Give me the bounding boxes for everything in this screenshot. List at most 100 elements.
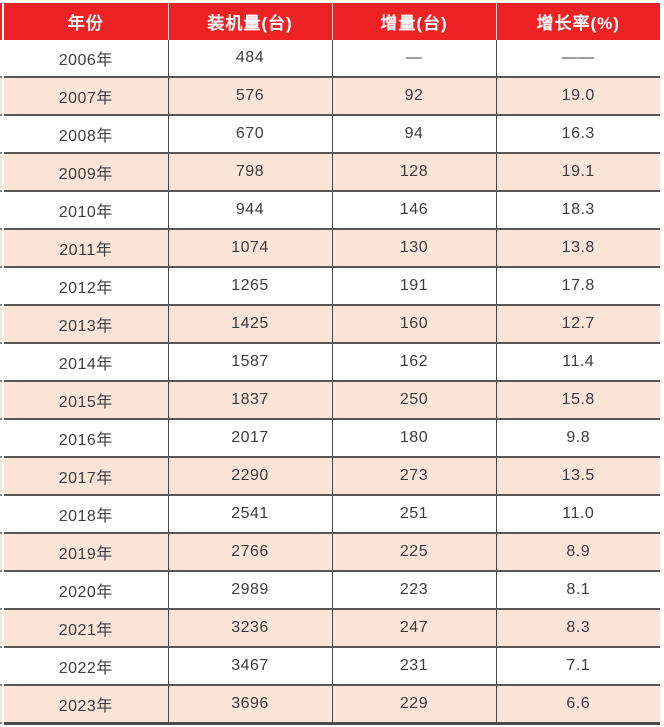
table-row: 2015年 1837 250 15.8 (4, 380, 660, 419)
table-row: 2016年 2017 180 9.8 (4, 418, 660, 457)
year-cell: 2020年 (4, 570, 168, 609)
installed-cell: 1837 (167, 380, 332, 419)
growth-cell: 11.4 (495, 342, 660, 381)
year-cell: 2019年 (4, 532, 168, 571)
table-row: 2006年 484 — —— (4, 40, 660, 77)
increment-cell: 223 (331, 570, 496, 609)
year-cell: 2011年 (4, 228, 168, 267)
header-growth-rate: 增长率(%) (495, 3, 660, 40)
header-row: 年份 装机量(台) 增量(台) 增长率(%) (4, 3, 660, 40)
installed-cell: 670 (167, 114, 332, 153)
growth-cell: 16.3 (495, 114, 660, 153)
growth-cell: 8.9 (495, 532, 660, 571)
growth-cell: 7.1 (495, 646, 660, 685)
increment-cell: 191 (331, 266, 496, 305)
table-row: 2021年 3236 247 8.3 (4, 608, 660, 647)
table-row: 2019年 2766 225 8.9 (4, 532, 660, 571)
annual-installed-capacity-table: 年份 装机量(台) 增量(台) 增长率(%) 2006年 484 — —— 20… (4, 3, 660, 725)
left-edge-header-segment (0, 3, 2, 40)
growth-cell: 9.8 (495, 418, 660, 457)
growth-cell: 13.5 (495, 456, 660, 495)
table-row: 2007年 576 92 19.0 (4, 76, 660, 115)
installed-cell: 2290 (167, 456, 332, 495)
installed-cell: 3236 (167, 608, 332, 647)
increment-cell: 229 (331, 684, 496, 724)
table-row: 2020年 2989 223 8.1 (4, 570, 660, 609)
table-row: 2009年 798 128 19.1 (4, 152, 660, 191)
year-cell: 2021年 (4, 608, 168, 647)
increment-cell: 273 (331, 456, 496, 495)
year-cell: 2009年 (4, 152, 168, 191)
growth-cell: 15.8 (495, 380, 660, 419)
year-cell: 2018年 (4, 494, 168, 533)
year-cell: 2006年 (58, 52, 113, 69)
growth-cell: 12.7 (495, 304, 660, 343)
year-cell: 2015年 (4, 380, 168, 419)
header-increment-units: 增量(台) (331, 3, 496, 40)
growth-cell: 13.8 (495, 228, 660, 267)
table-row: 2023年 3696 229 6.6 (4, 684, 660, 724)
growth-cell: 6.6 (495, 684, 660, 724)
table-row: 2022年 3467 231 7.1 (4, 646, 660, 685)
year-cell: 2023年 (4, 684, 168, 724)
table-row: 2010年 944 146 18.3 (4, 190, 660, 229)
growth-cell: 18.3 (495, 190, 660, 229)
table-row: 2014年 1587 162 11.4 (4, 342, 660, 381)
left-edge-print-artifact (0, 3, 2, 725)
increment-cell: 251 (331, 494, 496, 533)
increment-cell: 231 (331, 646, 496, 685)
installed-cell: 1074 (167, 228, 332, 267)
installed-cell: 484 (167, 40, 332, 77)
table-row: 2012年 1265 191 17.8 (4, 266, 660, 305)
table-row: 2008年 670 94 16.3 (4, 114, 660, 153)
installed-cell: 576 (167, 76, 332, 115)
table-row: 2011年 1074 130 13.8 (4, 228, 660, 267)
year-cell: 2012年 (4, 266, 168, 305)
growth-cell: 8.1 (495, 570, 660, 609)
installed-cell: 2017 (167, 418, 332, 457)
year-cell: 2014年 (4, 342, 168, 381)
year-cell: 2007年 (4, 76, 168, 115)
increment-cell: — (331, 40, 496, 77)
left-edge-rows-segment (0, 40, 2, 725)
increment-cell: 180 (331, 418, 496, 457)
growth-cell: 17.8 (495, 266, 660, 305)
year-cell: 2022年 (4, 646, 168, 685)
increment-cell: 250 (331, 380, 496, 419)
installed-cell: 1587 (167, 342, 332, 381)
growth-cell: 19.0 (495, 76, 660, 115)
increment-cell: 160 (331, 304, 496, 343)
year-cell: 2008年 (4, 114, 168, 153)
installed-cell: 798 (167, 152, 332, 191)
installed-cell: 3696 (167, 684, 332, 724)
table-row: 2018年 2541 251 11.0 (4, 494, 660, 533)
increment-cell: 146 (331, 190, 496, 229)
growth-cell: —— (495, 40, 660, 77)
increment-cell: 128 (331, 152, 496, 191)
year-cell: 2010年 (4, 190, 168, 229)
year-cell: 2017年 (4, 456, 168, 495)
increment-cell: 130 (331, 228, 496, 267)
installed-cell: 2766 (167, 532, 332, 571)
growth-cell: 8.3 (495, 608, 660, 647)
increment-cell: 94 (331, 114, 496, 153)
growth-cell: 19.1 (495, 152, 660, 191)
increment-cell: 162 (331, 342, 496, 381)
installed-cell: 1265 (167, 266, 332, 305)
header-year: 年份 (4, 3, 168, 40)
installed-cell: 2541 (167, 494, 332, 533)
year-cell: 2013年 (4, 304, 168, 343)
installed-cell: 3467 (167, 646, 332, 685)
header-installed-units: 装机量(台) (167, 3, 332, 40)
growth-cell: 11.0 (495, 494, 660, 533)
increment-cell: 92 (331, 76, 496, 115)
installed-cell: 944 (167, 190, 332, 229)
installed-cell: 1425 (167, 304, 332, 343)
increment-cell: 247 (331, 608, 496, 647)
installed-cell: 2989 (167, 570, 332, 609)
increment-cell: 225 (331, 532, 496, 571)
year-cell: 2016年 (4, 418, 168, 457)
table-row: 2013年 1425 160 12.7 (4, 304, 660, 343)
table-row: 2017年 2290 273 13.5 (4, 456, 660, 495)
